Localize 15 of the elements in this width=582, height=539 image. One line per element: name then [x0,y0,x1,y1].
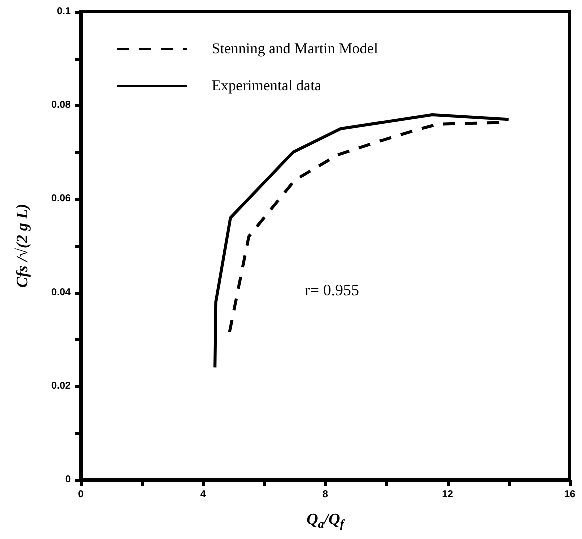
y-tick-label: 0.08 [52,100,72,112]
y-axis-title: Cfs /√(2 g L) [14,204,32,288]
y-tick-label: 0.02 [52,380,72,392]
x-tick-label: 4 [200,490,206,500]
legend-label: Stenning and Martin Model [212,42,378,58]
legend-label: Experimental data [212,78,322,94]
y-tick-label: 0 [65,474,72,486]
x-tick-label: 16 [564,490,576,500]
annotation: r= 0.955 [305,282,360,300]
y-tick-label: 0.1 [57,6,72,18]
x-tick-label: 12 [442,490,454,500]
x-tick-label: 8 [322,490,329,500]
x-tick-label: 0 [78,490,84,500]
y-tick-label: 0.06 [52,194,72,205]
y-tick-label: 0.04 [52,287,72,298]
